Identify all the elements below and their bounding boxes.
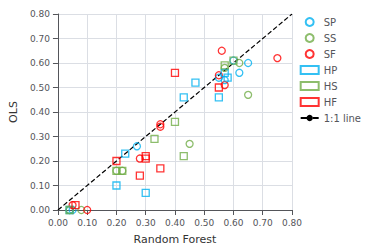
svg-text:0.30: 0.30 xyxy=(136,218,156,228)
svg-text:HS: HS xyxy=(324,81,338,92)
svg-text:0.40: 0.40 xyxy=(30,107,50,117)
svg-text:0.40: 0.40 xyxy=(165,218,185,228)
svg-text:HP: HP xyxy=(324,65,338,76)
svg-text:0.00: 0.00 xyxy=(30,205,50,215)
svg-text:0.60: 0.60 xyxy=(223,218,243,228)
svg-text:Random Forest: Random Forest xyxy=(134,233,217,246)
svg-text:0.10: 0.10 xyxy=(77,218,97,228)
svg-text:SP: SP xyxy=(324,17,336,28)
svg-text:0.00: 0.00 xyxy=(48,218,68,228)
svg-text:1:1 line: 1:1 line xyxy=(324,113,361,124)
svg-text:0.70: 0.70 xyxy=(30,34,50,44)
svg-text:0.50: 0.50 xyxy=(30,83,50,93)
svg-text:0.80: 0.80 xyxy=(30,9,50,19)
svg-text:0.70: 0.70 xyxy=(253,218,273,228)
svg-text:0.80: 0.80 xyxy=(282,218,302,228)
svg-text:SS: SS xyxy=(324,33,337,44)
svg-text:0.60: 0.60 xyxy=(30,58,50,68)
svg-text:0.30: 0.30 xyxy=(30,132,50,142)
svg-text:SF: SF xyxy=(324,49,336,60)
svg-text:0.10: 0.10 xyxy=(30,181,50,191)
svg-text:OLS: OLS xyxy=(7,101,20,123)
svg-text:0.50: 0.50 xyxy=(194,218,214,228)
svg-text:0.20: 0.20 xyxy=(30,156,50,166)
svg-text:0.20: 0.20 xyxy=(106,218,126,228)
svg-text:HF: HF xyxy=(324,97,338,108)
